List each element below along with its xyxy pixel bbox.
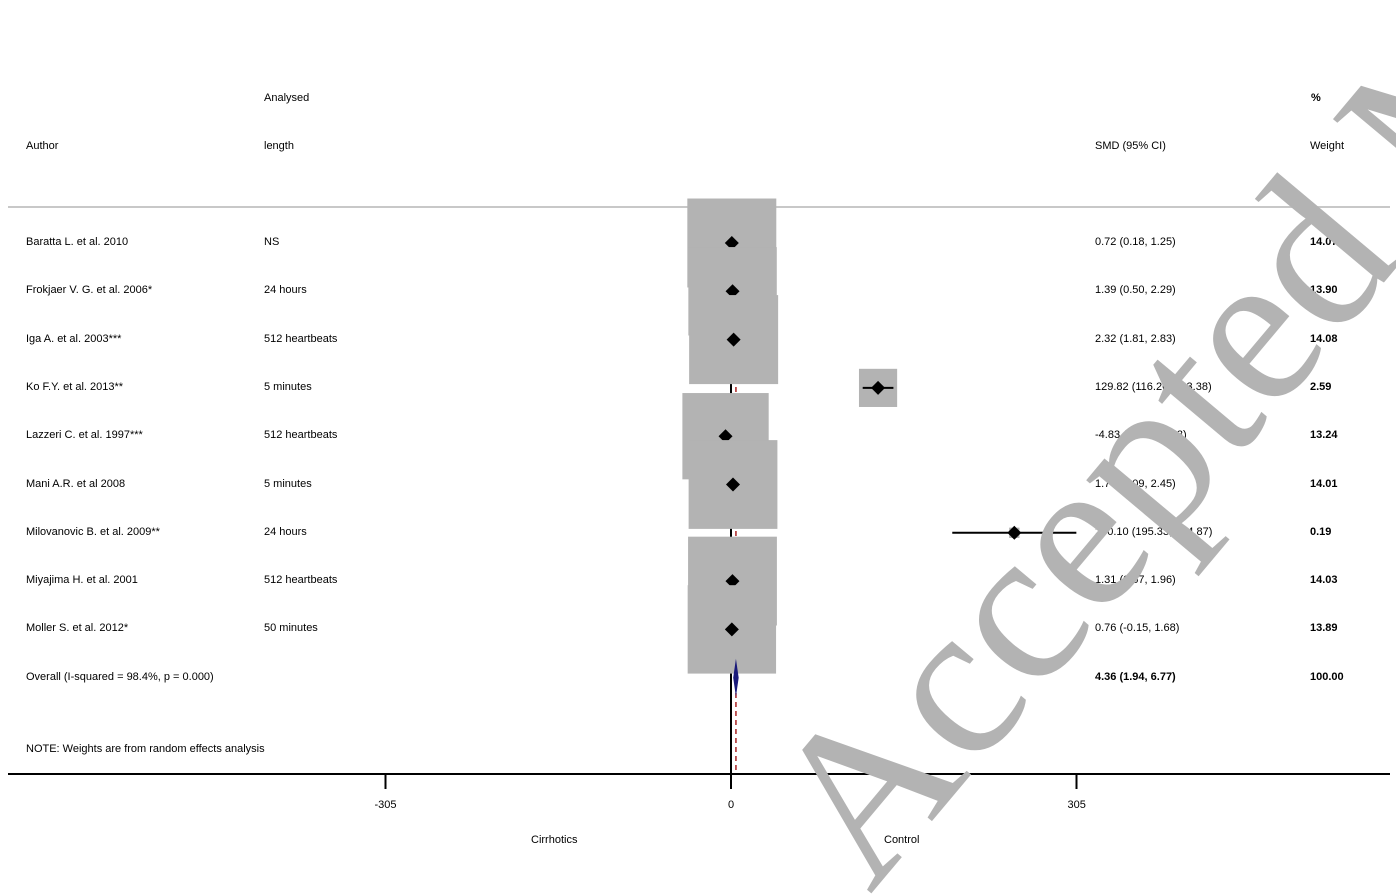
point-estimate — [1007, 525, 1022, 540]
study-smd-ci: 0.76 (-0.15, 1.68) — [1095, 622, 1180, 635]
study-author: Ko F.Y. et al. 2013** — [26, 380, 124, 393]
header-author: Author — [26, 140, 59, 152]
study-weight: 2.59 — [1310, 380, 1332, 393]
overall-label: Overall (I-squared = 98.4%, p = 0.000) — [26, 670, 214, 683]
study-length: NS — [264, 236, 280, 248]
study-length: 5 minutes — [264, 477, 312, 490]
study-author: Mani A.R. et al 2008 — [26, 477, 126, 490]
x-tick-label: -305 — [374, 799, 397, 811]
study-smd-ci: 250.10 (195.33, 304.87) — [1095, 525, 1213, 538]
study-smd-ci: 129.82 (116.26, 143.38) — [1095, 380, 1212, 393]
study-author: Milovanovic B. et al. 2009** — [26, 525, 160, 538]
point-estimate — [725, 284, 740, 299]
header-analysed-line2: length — [264, 140, 294, 152]
study-length: 24 hours — [264, 525, 307, 538]
study-smd-ci: 1.31 (0.67, 1.96) — [1095, 574, 1176, 587]
point-estimate — [871, 380, 886, 395]
study-smd-ci: 1.39 (0.50, 2.29) — [1095, 284, 1176, 297]
point-estimate — [726, 477, 741, 492]
x-tick-label: 305 — [1067, 799, 1086, 811]
overall-diamond — [733, 658, 739, 697]
study-smd-ci: -4.83 (-6.52, -3.13) — [1095, 429, 1187, 442]
x-tick-label: 0 — [728, 799, 735, 811]
study-weight: 14.01 — [1310, 477, 1338, 490]
study-author: Iga A. et al. 2003*** — [26, 332, 122, 345]
study-author: Frokjaer V. G. et al. 2006* — [26, 284, 153, 297]
footnote-note: NOTE: Weights are from random effects an… — [26, 743, 265, 755]
study-author: Baratta L. et al. 2010 — [26, 236, 129, 248]
point-estimate — [725, 574, 740, 589]
study-length: 5 minutes — [264, 380, 312, 393]
study-weight: 14.03 — [1310, 574, 1338, 587]
point-estimate — [724, 622, 739, 637]
header-analysed-line1: Analysed — [264, 92, 310, 104]
study-weight: 14.07 — [1310, 236, 1338, 248]
study-weight: 13.24 — [1310, 429, 1338, 442]
study-author: Moller S. et al. 2012* — [26, 622, 129, 635]
study-length: 512 heartbeats — [264, 574, 338, 587]
study-smd-ci: 0.72 (0.18, 1.25) — [1095, 236, 1176, 248]
study-weight: 13.89 — [1310, 622, 1338, 635]
overall-smd-ci: 4.36 (1.94, 6.77) — [1095, 670, 1176, 683]
study-length: 24 hours — [264, 284, 307, 297]
study-weight: 0.19 — [1310, 525, 1332, 538]
study-weight: 13.90 — [1310, 284, 1338, 297]
study-smd-ci: 1.77 (1.09, 2.45) — [1095, 477, 1176, 490]
x-axis-label-right: Control — [884, 834, 920, 846]
x-axis-label-left: Cirrhotics — [531, 834, 578, 846]
header-weight-line1: % — [1311, 92, 1321, 104]
point-estimate — [718, 429, 733, 444]
study-author: Lazzeri C. et al. 1997*** — [26, 429, 143, 442]
point-estimate — [724, 236, 739, 250]
overall-weight: 100.00 — [1310, 670, 1344, 683]
header-weight-line2: Weight — [1310, 140, 1345, 152]
study-weight: 14.08 — [1310, 332, 1338, 345]
study-smd-ci: 2.32 (1.81, 2.83) — [1095, 332, 1176, 345]
study-length: 512 heartbeats — [264, 332, 338, 345]
header-smd: SMD (95% CI) — [1095, 140, 1166, 152]
study-author: Miyajima H. et al. 2001 — [26, 574, 138, 587]
point-estimate — [726, 332, 741, 347]
study-length: 512 heartbeats — [264, 429, 338, 442]
study-length: 50 minutes — [264, 622, 318, 635]
